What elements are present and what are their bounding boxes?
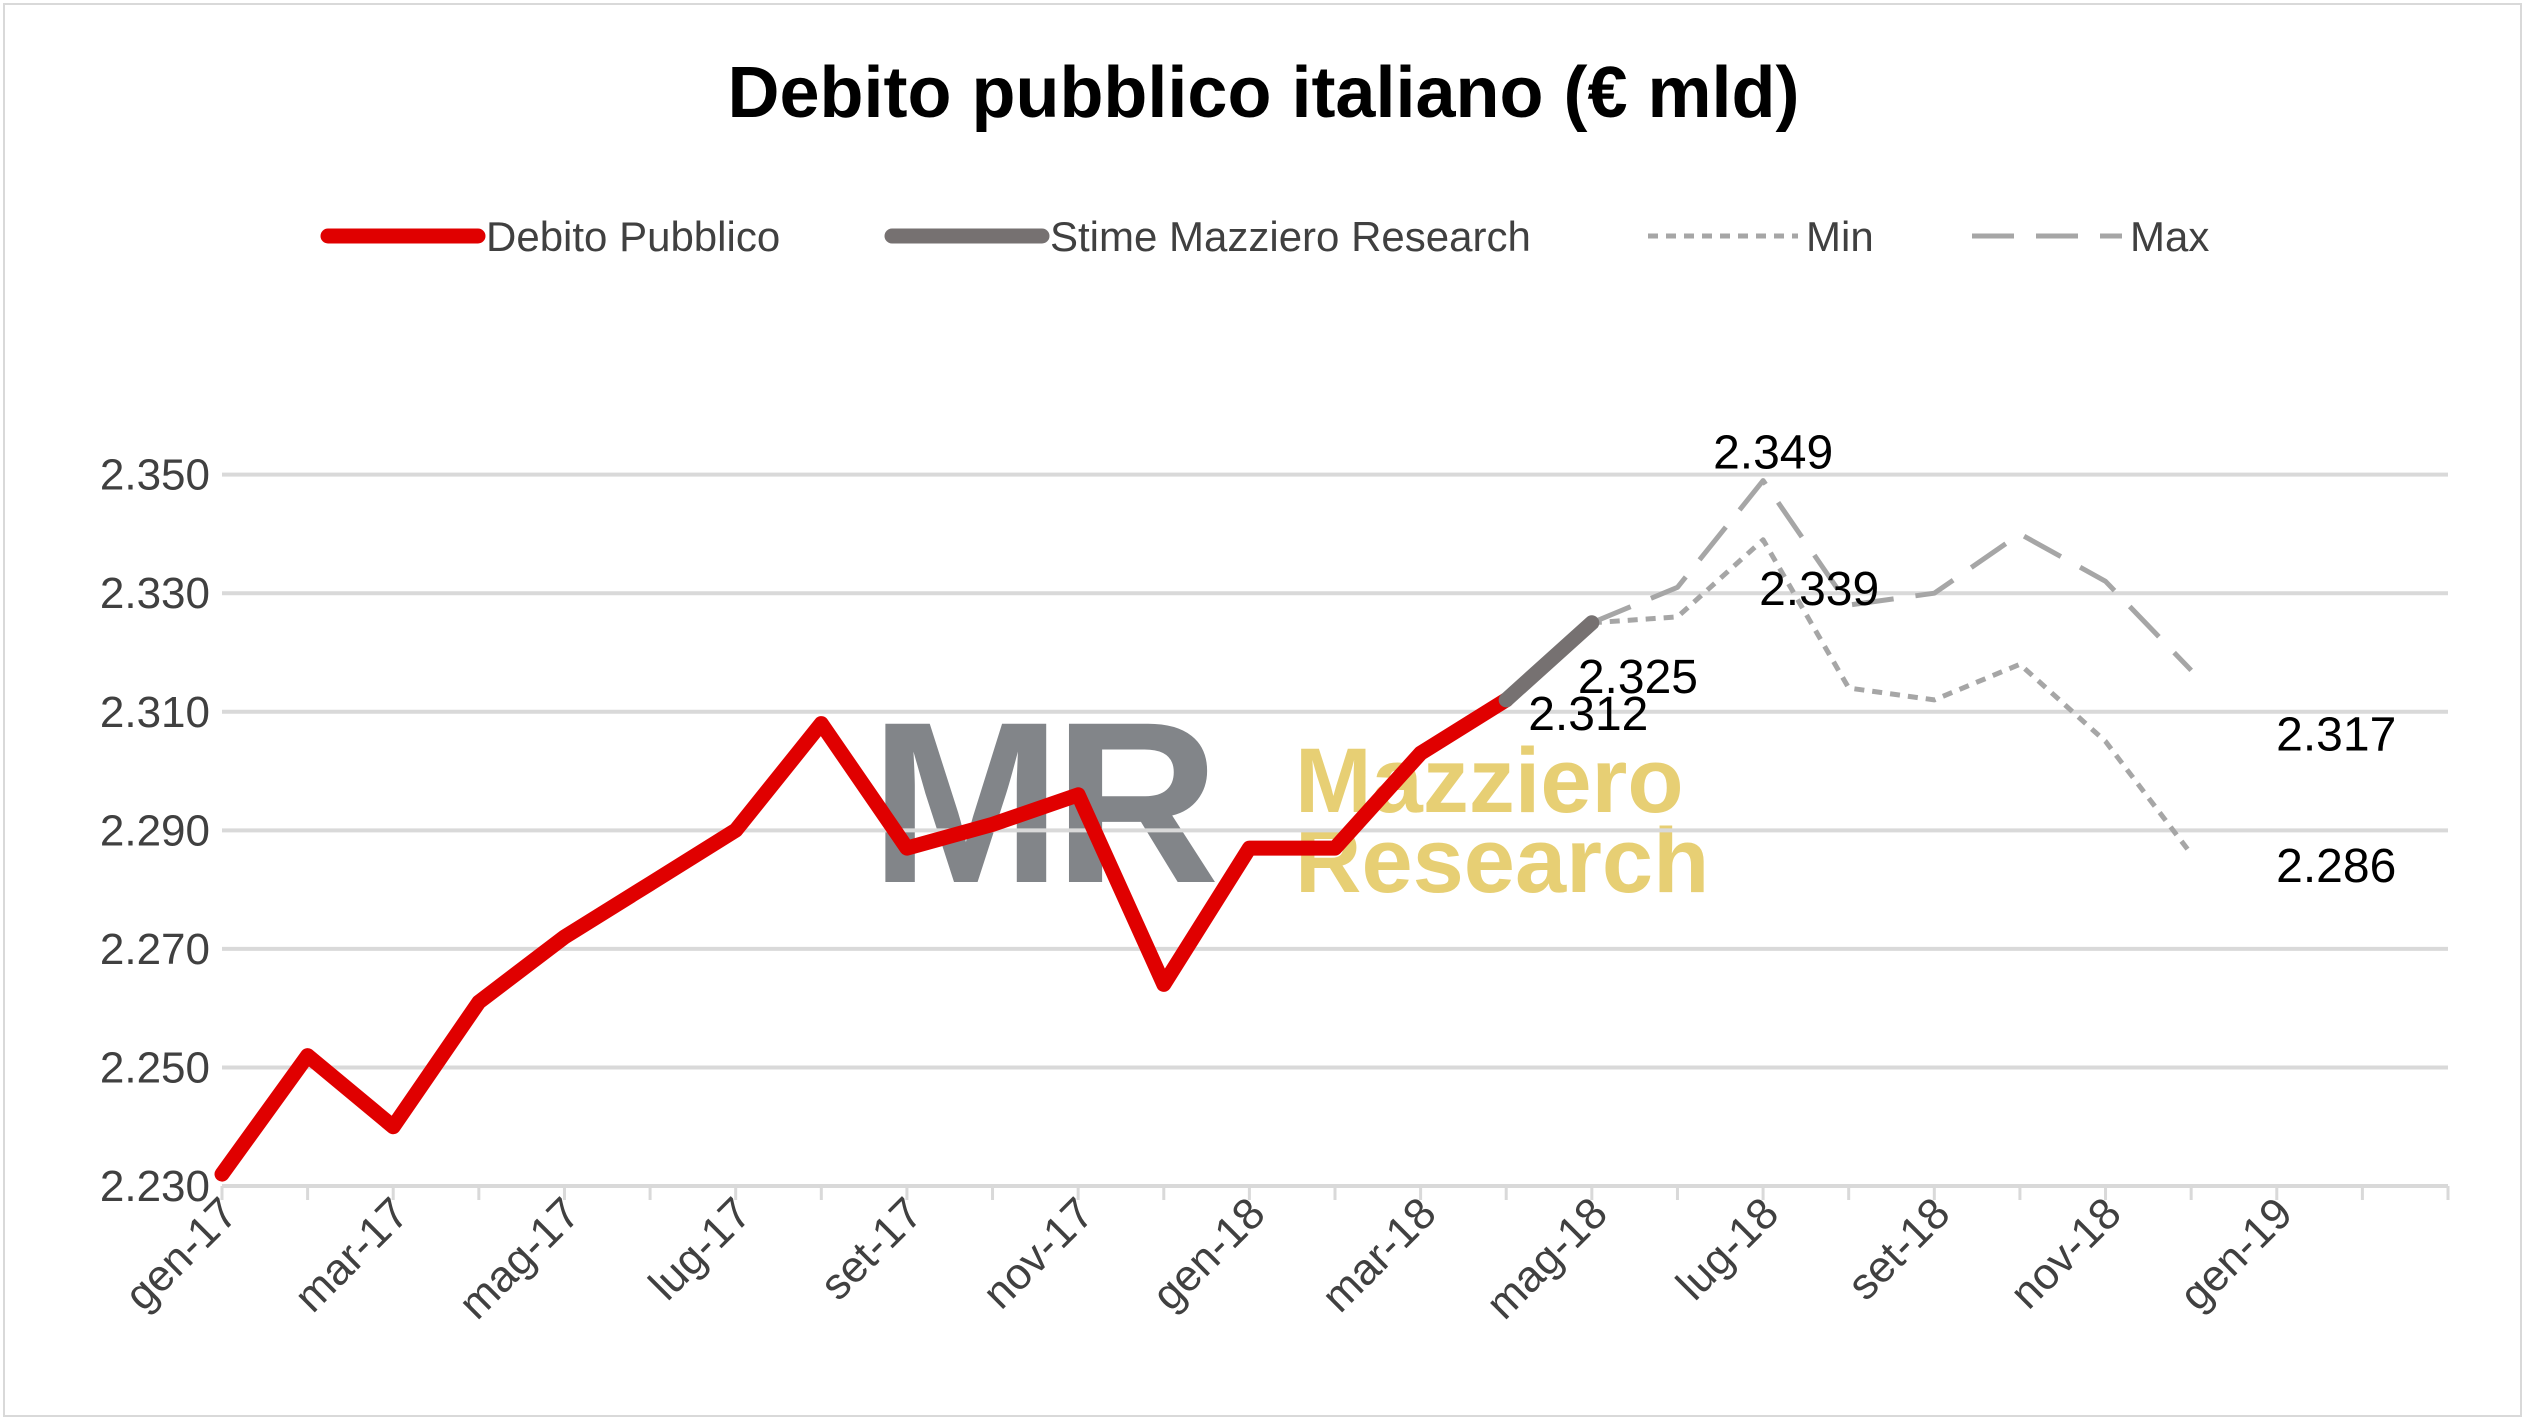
data-label: 2.317 (2276, 708, 2396, 761)
legend-label: Min (1806, 213, 1874, 260)
x-tick-label: nov-18 (2001, 1188, 2131, 1318)
x-tick-label: mag-17 (449, 1188, 589, 1328)
data-label: 2.325 (1578, 651, 1698, 704)
x-tick-label: nov-17 (973, 1188, 1103, 1318)
data-label: 2.349 (1713, 427, 1833, 480)
x-tick-label: gen-18 (1143, 1188, 1275, 1320)
x-tick-label: gen-19 (2170, 1188, 2302, 1320)
x-tick-label: mag-18 (1477, 1188, 1617, 1328)
series-line-min (1591, 537, 2194, 856)
y-tick-label: 2.330 (100, 569, 210, 618)
legend-label: Stime Mazziero Research (1050, 213, 1531, 260)
legend-label: Debito Pubblico (486, 213, 780, 260)
series-line-max (1590, 478, 2194, 673)
x-tick-label: set-17 (811, 1188, 932, 1309)
series-line-stime-mazziero-research (1498, 615, 1600, 708)
x-tick-label: set-18 (1838, 1188, 1959, 1309)
x-tick-label: lug-18 (1667, 1188, 1788, 1309)
y-tick-label: 2.290 (100, 806, 210, 855)
chart-title: Debito pubblico italiano (€ mld) (727, 53, 1800, 133)
x-tick-label: mar-18 (1312, 1188, 1445, 1321)
data-label: 2.339 (1759, 563, 1879, 616)
legend-label: Max (2130, 213, 2209, 260)
axes: 2.230 2.250 2.270 2.290 2.310 2.330 2.350 gen-1… (100, 451, 2450, 1329)
legend: Debito Pubblico Stime Mazziero Research Mi… (320, 213, 2209, 260)
y-tick-label: 2.270 (100, 925, 210, 974)
series-line-debito-pubblico (214, 692, 1514, 1182)
y-tick-label: 2.250 (100, 1043, 210, 1092)
y-tick-label: 2.310 (100, 688, 210, 737)
series-lines (214, 478, 2194, 1182)
x-tick-label: lug-17 (640, 1188, 761, 1309)
y-tick-label: 2.350 (100, 451, 210, 500)
grid-lines (222, 472, 2448, 1188)
x-tick-label: mar-17 (285, 1188, 418, 1321)
data-label: 2.312 (1528, 688, 1648, 741)
data-label: 2.286 (2276, 840, 2396, 893)
y-tick-label: 2.230 (100, 1162, 210, 1211)
